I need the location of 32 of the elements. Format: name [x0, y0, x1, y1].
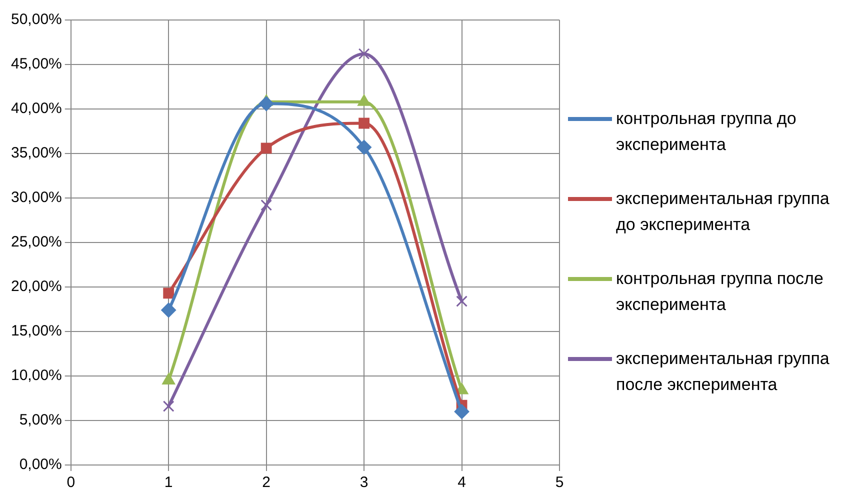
legend-label: контрольная группа до эксперимента	[616, 108, 798, 156]
y-tick-label: 25,00%	[11, 234, 62, 251]
legend-label: экспериментальная группа до эксперимента	[616, 188, 830, 236]
point	[162, 400, 174, 412]
x-tick-label: 2	[262, 474, 270, 492]
point	[260, 199, 272, 211]
point	[454, 404, 470, 420]
point	[161, 302, 176, 318]
point	[358, 48, 370, 60]
point	[356, 140, 372, 155]
legend-label: контрольная группа после эксперимента	[616, 268, 824, 316]
y-tick-label: 20,00%	[11, 278, 62, 296]
y-tick-label: 40,00%	[11, 100, 62, 118]
y-tick-label: 35,00%	[11, 144, 62, 162]
x-tick-label: 3	[360, 474, 368, 492]
y-tick-label: 10,00%	[11, 367, 62, 384]
point	[456, 296, 468, 307]
legend-label: экспериментальная группа после эксперимента	[616, 348, 830, 396]
point	[163, 288, 174, 299]
y-tick-label: 15,00%	[11, 322, 62, 340]
y-tick-label: 30,00%	[11, 189, 62, 206]
point	[260, 142, 272, 154]
y-tick-label: 5,00%	[19, 412, 62, 429]
x-tick-label: 0	[66, 474, 76, 492]
y-tick-label: 0,00%	[19, 456, 62, 474]
y-tick-label: 45,00%	[11, 56, 62, 73]
point	[358, 118, 370, 129]
x-tick-label: 1	[164, 474, 173, 492]
x-tick-label: 5	[555, 474, 564, 492]
point	[258, 96, 274, 112]
x-tick-label: 4	[458, 474, 466, 492]
y-tick-label: 50,00%	[11, 11, 62, 28]
